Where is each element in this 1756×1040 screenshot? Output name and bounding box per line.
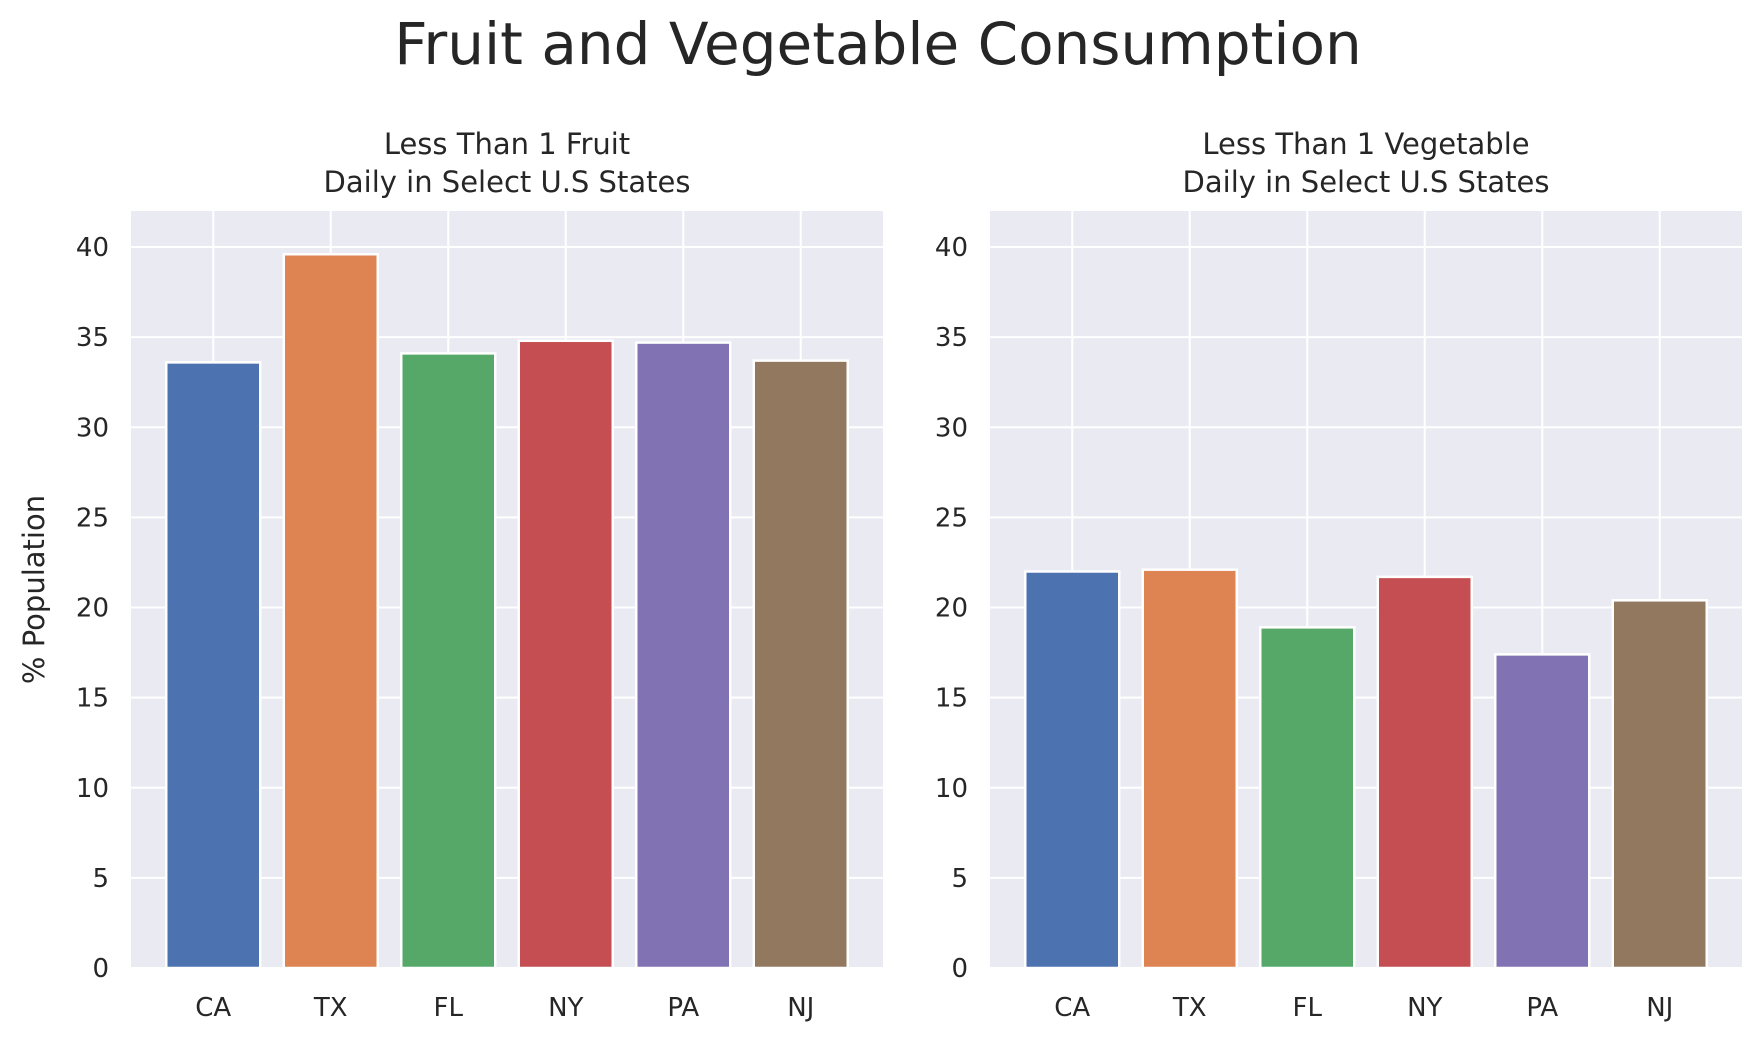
fruit-bar-fl	[400, 352, 497, 970]
fruit-y-tick-label: 10	[76, 774, 109, 804]
vegetable-x-tick-label: FL	[1293, 993, 1323, 1023]
fruit-x-tick-label: NY	[548, 993, 583, 1023]
fruit-x-tick-label: NJ	[787, 993, 814, 1023]
vegetable-y-tick-label: 20	[935, 594, 968, 624]
vegetable-y-tick-label: 10	[935, 774, 968, 804]
vegetable-y-tick-label: 30	[935, 413, 968, 443]
vegetable-x-tick-label: CA	[1054, 993, 1090, 1023]
fruit-bar-tx	[282, 253, 379, 970]
vegetable-chart-title-line: Daily in Select U.S States	[1183, 165, 1550, 199]
vegetable-y-tick-label: 40	[935, 233, 968, 263]
fruit-y-tick-label: 20	[76, 594, 109, 624]
vegetable-y-tick-label: 35	[935, 323, 968, 353]
figure-title: Fruit and Vegetable Consumption	[394, 10, 1361, 78]
vegetable-y-tick-label: 5	[951, 864, 968, 894]
fruit-y-tick-label: 5	[92, 864, 109, 894]
fruit-x-tick-label: TX	[313, 993, 348, 1023]
fruit-x-tick-label: CA	[195, 993, 231, 1023]
vegetable-x-tick-label: TX	[1172, 993, 1207, 1023]
fruit-y-tick-label: 40	[76, 233, 109, 263]
vegetable-y-tick-label: 15	[935, 684, 968, 714]
fruit-y-tick-label: 35	[76, 323, 109, 353]
vegetable-bar-tx	[1141, 568, 1238, 970]
vegetable-y-tick-label: 25	[935, 503, 968, 533]
fruit-x-tick-label: FL	[434, 993, 464, 1023]
fruit-bar-nj	[752, 359, 849, 970]
vegetable-x-tick-label: PA	[1526, 993, 1558, 1023]
vegetable-bar-nj	[1611, 599, 1708, 970]
vegetable-y-tick-label: 0	[951, 954, 968, 984]
vegetable-bar-fl	[1259, 626, 1356, 970]
fruit-y-tick-label: 25	[76, 503, 109, 533]
vegetable-x-tick-label: NJ	[1646, 993, 1673, 1023]
vegetable-bar-ca	[1024, 570, 1121, 970]
vegetable-bar-pa	[1494, 653, 1591, 970]
fruit-chart-title-line: Less Than 1 Fruit	[384, 127, 630, 161]
fruit-chart-panel: 0 5 10 15 20 25 30 35 40 CA TX FL NY PA NJ Less Than 1 …	[17, 127, 883, 1023]
vegetable-bar-ny	[1376, 575, 1473, 970]
fruit-bar-ny	[517, 339, 614, 970]
fruit-bar-ca	[165, 361, 262, 970]
fruit-y-tick-label: 0	[92, 954, 109, 984]
fruit-y-tick-label: 15	[76, 684, 109, 714]
fruit-y-tick-label: 30	[76, 413, 109, 443]
vegetable-chart-title-line: Less Than 1 Vegetable	[1202, 127, 1529, 161]
fruit-chart-title-line: Daily in Select U.S States	[324, 165, 691, 199]
vegetable-chart-panel: 0 5 10 15 20 25 30 35 40 CA TX FL NY PA NJ Less Than 1 …	[935, 127, 1742, 1023]
fruit-bar-pa	[635, 341, 732, 970]
fruit-x-tick-label: PA	[667, 993, 699, 1023]
fruit-y-axis-label: % Population	[17, 495, 51, 684]
vegetable-x-tick-label: NY	[1407, 993, 1442, 1023]
